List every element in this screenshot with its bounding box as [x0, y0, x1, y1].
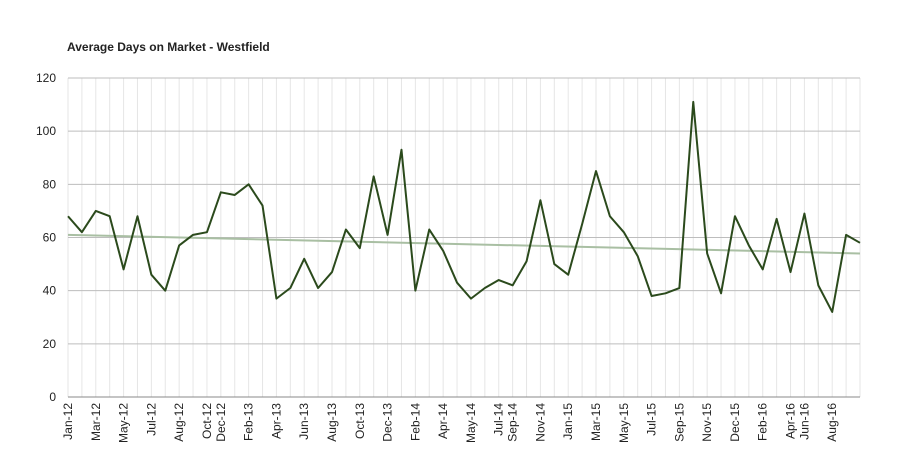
x-tick-label: Jul-12 — [144, 403, 158, 436]
x-tick-label: Nov-15 — [700, 403, 714, 442]
x-tick-label: Dec-15 — [728, 403, 742, 442]
x-tick-label: Dec-12 — [214, 403, 228, 442]
data-line — [67, 100, 861, 313]
x-tick-label: Jul-15 — [645, 403, 659, 436]
y-tick-label: 120 — [36, 71, 56, 85]
x-tick-label: May-14 — [464, 403, 478, 443]
chart-title: Average Days on Market - Westfield — [67, 40, 270, 54]
y-tick-label: 80 — [43, 177, 57, 191]
x-tick-label: Jan-15 — [561, 403, 575, 440]
x-tick-label: Oct-12 — [200, 403, 214, 439]
y-tick-label: 60 — [43, 231, 57, 245]
x-tick-label: Jan-12 — [61, 403, 75, 440]
x-tick-label: Sep-15 — [672, 403, 686, 442]
x-tick-label: Nov-14 — [533, 403, 547, 442]
x-tick-label: Dec-13 — [381, 403, 395, 442]
x-tick-label: Mar-12 — [89, 403, 103, 441]
y-tick-label: 0 — [49, 390, 56, 404]
x-tick-label: May-12 — [117, 403, 131, 443]
x-tick-label: Oct-13 — [353, 403, 367, 439]
x-tick-label: Apr-13 — [269, 403, 283, 439]
x-tick-label: Feb-14 — [408, 403, 422, 441]
x-tick-label: Aug-16 — [825, 403, 839, 442]
y-tick-label: 40 — [43, 284, 57, 298]
x-tick-label: Jul-14 — [492, 403, 506, 436]
x-tick-label: May-15 — [617, 403, 631, 443]
x-tick-label: Jun-13 — [297, 403, 311, 440]
x-tick-label: Feb-13 — [242, 403, 256, 441]
x-tick-label: Mar-15 — [589, 403, 603, 441]
x-tick-label: Aug-12 — [172, 403, 186, 442]
x-tick-label: Aug-13 — [325, 403, 339, 442]
x-tick-label: Feb-16 — [756, 403, 770, 441]
y-tick-label: 20 — [43, 337, 57, 351]
x-tick-label: Sep-14 — [506, 403, 520, 442]
x-tick-label: Jun-16 — [797, 403, 811, 440]
y-tick-label: 100 — [36, 124, 56, 138]
x-tick-label: Apr-16 — [784, 403, 798, 439]
x-tick-label: Apr-14 — [436, 403, 450, 439]
